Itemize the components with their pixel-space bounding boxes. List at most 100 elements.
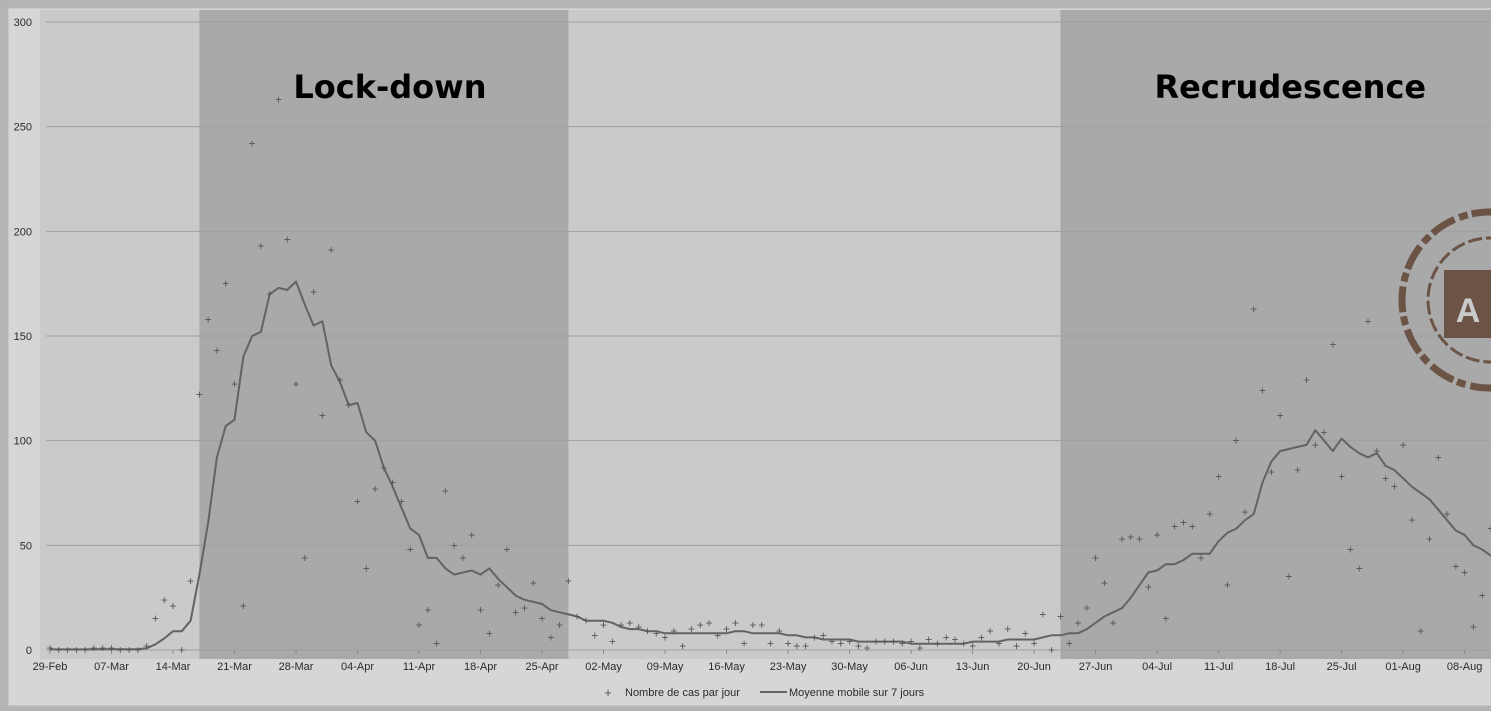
data-point: + (1233, 434, 1240, 448)
data-point: + (1048, 643, 1055, 657)
data-point: + (987, 624, 994, 638)
data-point: + (152, 612, 159, 626)
data-point: + (196, 388, 203, 402)
data-point: + (793, 639, 800, 653)
data-point: + (626, 616, 633, 630)
data-point: + (1215, 469, 1222, 483)
data-point: + (864, 641, 871, 655)
data-point: + (178, 643, 185, 657)
data-point: + (1268, 465, 1275, 479)
y-tick-label: 250 (14, 122, 32, 134)
x-tick-label: 01-Aug (1385, 661, 1420, 673)
data-point: + (1162, 612, 1169, 626)
x-axis-tick-labels: 29-Feb 07-Mar 14-Mar 21-Mar 28-Mar 04-Apr 11-A… (33, 650, 1482, 673)
x-tick-label: 25-Jul (1327, 661, 1357, 673)
highlight-bands: Lock-down Recrudescence (199, 10, 1491, 659)
data-point: + (539, 612, 546, 626)
data-point: + (372, 482, 379, 496)
data-point: + (644, 624, 651, 638)
y-tick-label: 200 (14, 226, 32, 238)
x-tick-label: 28-Mar (279, 661, 314, 673)
data-point: + (802, 639, 809, 653)
highlight-band-2 (1060, 10, 1491, 659)
data-point: + (354, 494, 361, 508)
data-point: + (705, 616, 712, 630)
data-point: + (679, 639, 686, 653)
y-axis-tick-labels: 0 50 100 150 200 250 300 (14, 17, 32, 657)
data-point: + (512, 605, 519, 619)
x-tick-label: 13-Jun (956, 661, 990, 673)
x-tick-label: 11-Apr (403, 661, 436, 673)
data-point: + (46, 641, 53, 655)
data-point: + (126, 643, 133, 657)
data-point: + (1039, 607, 1046, 621)
data-point: + (73, 643, 80, 657)
x-tick-label: 09-May (647, 661, 684, 673)
stamp-outer-ring (1398, 208, 1491, 392)
stamp-letter: A (1456, 292, 1481, 330)
data-point: + (811, 630, 818, 644)
data-point: + (758, 618, 765, 632)
data-point: + (1382, 471, 1389, 485)
data-point: + (257, 239, 264, 253)
data-point: + (618, 618, 625, 632)
data-point: + (995, 637, 1002, 651)
data-point: + (284, 233, 291, 247)
data-point: + (547, 630, 554, 644)
data-point: + (433, 637, 440, 651)
band-label-1: Lock-down (293, 68, 486, 106)
data-point: + (1312, 438, 1319, 452)
data-point: + (336, 373, 343, 387)
data-point: + (293, 377, 300, 391)
data-point: + (714, 628, 721, 642)
data-point: + (310, 285, 317, 299)
band-label-2: Recrudescence (1154, 68, 1426, 106)
data-point: + (1092, 551, 1099, 565)
legend-marker-symbol: + (604, 685, 612, 700)
data-point: + (925, 633, 932, 647)
data-point: + (90, 641, 97, 655)
data-point: + (565, 574, 572, 588)
moving-average-series (50, 280, 1491, 651)
data-point: + (1171, 519, 1178, 533)
data-point: + (1206, 507, 1213, 521)
data-point: + (424, 603, 431, 617)
data-point: + (943, 630, 950, 644)
x-tick-label: 23-May (770, 661, 807, 673)
data-point: + (1224, 578, 1231, 592)
data-point: + (828, 635, 835, 649)
data-point: + (301, 551, 308, 565)
data-point: + (205, 312, 212, 326)
data-point: + (319, 409, 326, 423)
x-tick-label: 25-Apr (526, 661, 559, 673)
y-tick-label: 300 (14, 17, 32, 29)
data-point: + (134, 643, 141, 657)
data-point: + (732, 616, 739, 630)
data-point: + (582, 614, 589, 628)
data-point: + (1373, 444, 1380, 458)
data-point: + (600, 618, 607, 632)
data-point: + (591, 628, 598, 642)
data-point: + (1145, 580, 1152, 594)
data-point: + (275, 92, 282, 106)
data-point: + (767, 637, 774, 651)
data-point: + (187, 574, 194, 588)
data-point: + (890, 635, 897, 649)
x-tick-label: 06-Jun (894, 661, 928, 673)
data-point: + (881, 635, 888, 649)
data-point: + (486, 626, 493, 640)
data-point: + (231, 377, 238, 391)
x-tick-label: 04-Jul (1142, 661, 1172, 673)
data-point: + (495, 578, 502, 592)
stamp-graphic: A (1398, 208, 1491, 392)
data-point: + (1075, 616, 1082, 630)
data-point: + (670, 624, 677, 638)
data-point: + (1461, 566, 1468, 580)
moving-average-line (50, 280, 1491, 651)
data-point: + (855, 639, 862, 653)
data-point: + (1083, 601, 1090, 615)
data-point: + (1127, 530, 1134, 544)
data-point: + (1022, 626, 1029, 640)
